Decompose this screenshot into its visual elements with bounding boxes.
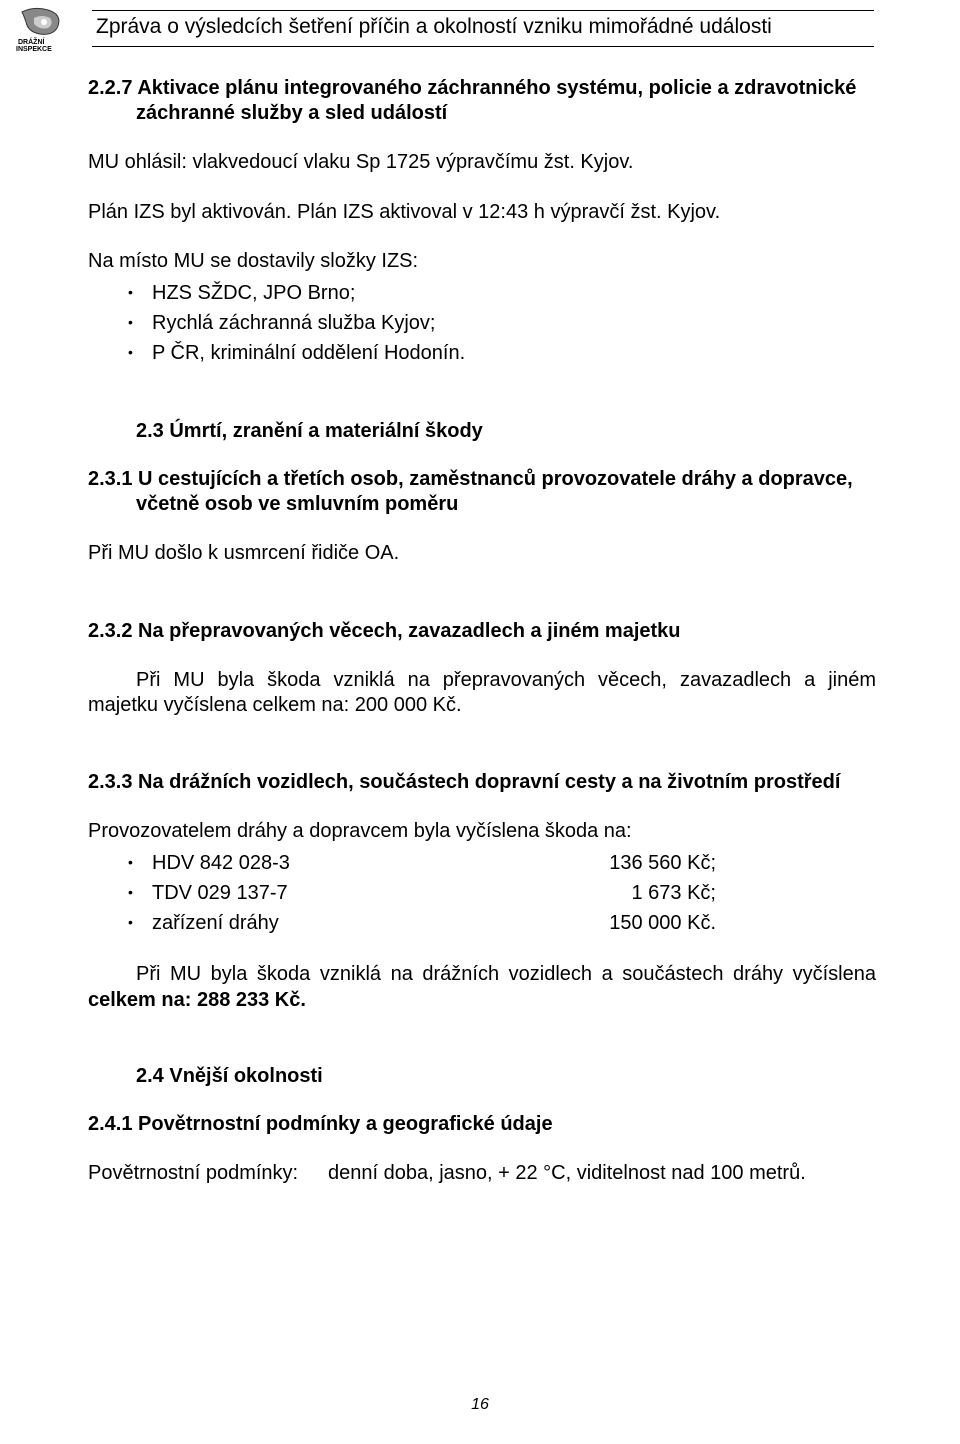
header-rule-top (92, 10, 874, 11)
weather-row: Povětrnostní podmínky: denní doba, jasno… (88, 1161, 876, 1186)
damage-row: TDV 029 137-7 1 673 Kč; (88, 878, 876, 908)
heading-number: 2.3.1 (88, 468, 132, 490)
weather-label: Povětrnostní podmínky: (88, 1161, 328, 1186)
para-mu-ohlasil: MU ohlásil: vlakvedoucí vlaku Sp 1725 vý… (88, 150, 876, 175)
heading-number: 2.2.7 (88, 77, 132, 99)
page-header: DRÁŽNÍ INSPEKCE Zpráva o výsledcích šetř… (0, 6, 960, 58)
para-usmrceni: Při MU došlo k usmrcení řidiče OA. (88, 541, 876, 566)
header-rule-bottom (92, 46, 874, 47)
izs-list: HZS SŽDC, JPO Brno; Rychlá záchranná slu… (88, 278, 876, 368)
damage-label: HDV 842 028-3 (152, 848, 582, 878)
list-item: HZS SŽDC, JPO Brno; (88, 278, 876, 308)
damage-label: TDV 029 137-7 (152, 878, 582, 908)
svg-text:INSPEKCE: INSPEKCE (16, 46, 52, 52)
report-title: Zpráva o výsledcích šetření příčin a oko… (96, 15, 876, 39)
damage-label: zařízení dráhy (152, 908, 582, 938)
para-plan-izs: Plán IZS byl aktivován. Plán IZS aktivov… (88, 200, 876, 225)
section-2-4-1-heading: 2.4.1 Povětrnostní podmínky a geografick… (88, 1112, 876, 1137)
section-2-3-1-heading: 2.3.1 U cestujících a třetích osob, zamě… (88, 467, 876, 517)
page-content: 2.2.7 Aktivace plánu integrovaného záchr… (88, 76, 876, 1210)
section-2-3-heading: 2.3 Úmrtí, zranění a materiální škody (136, 420, 876, 443)
heading-text-l2: záchranné služby a sled událostí (88, 101, 876, 126)
damage-row: zařízení dráhy 150 000 Kč. (88, 908, 876, 938)
heading-text-l1: Aktivace plánu integrovaného záchranného… (137, 77, 856, 99)
damage-value: 150 000 Kč. (582, 908, 876, 938)
damage-value: 1 673 Kč; (582, 878, 876, 908)
section-2-4-heading: 2.4 Vnější okolnosti (136, 1065, 876, 1088)
page-number: 16 (0, 1396, 960, 1414)
list-item: P ČR, kriminální oddělení Hodonín. (88, 338, 876, 368)
para-celkem-l1: Při MU byla škoda vzniklá na drážních vo… (136, 963, 876, 985)
damage-row: HDV 842 028-3 136 560 Kč; (88, 848, 876, 878)
section-2-3-3-heading: 2.3.3 Na drážních vozidlech, součástech … (88, 770, 876, 795)
para-celkem: Při MU byla škoda vzniklá na drážních vo… (88, 962, 876, 1012)
section-2-2-7-heading: 2.2.7 Aktivace plánu integrovaného záchr… (88, 76, 876, 126)
weather-value: denní doba, jasno, + 22 °C, viditelnost … (328, 1161, 876, 1186)
para-na-misto: Na místo MU se dostavily složky IZS: (88, 249, 876, 274)
list-item: Rychlá záchranná služba Kyjov; (88, 308, 876, 338)
para-skoda-veci: Při MU byla škoda vzniklá na přepravovan… (88, 668, 876, 718)
damage-value: 136 560 Kč; (582, 848, 876, 878)
svg-text:DRÁŽNÍ: DRÁŽNÍ (18, 37, 45, 46)
heading-text-l1: U cestujících a třetích osob, zaměstnanc… (138, 468, 853, 490)
para-provozovatel: Provozovatelem dráhy a dopravcem byla vy… (88, 819, 876, 844)
inspection-logo: DRÁŽNÍ INSPEKCE (14, 4, 84, 52)
heading-text-l2: včetně osob ve smluvním poměru (88, 492, 876, 517)
para-celkem-l2: celkem na: 288 233 Kč. (88, 989, 306, 1011)
report-title-text: Zpráva o výsledcích šetření příčin a oko… (96, 15, 772, 38)
damage-list: HDV 842 028-3 136 560 Kč; TDV 029 137-7 … (88, 848, 876, 938)
section-2-3-2-heading: 2.3.2 Na přepravovaných věcech, zavazadl… (88, 619, 876, 644)
